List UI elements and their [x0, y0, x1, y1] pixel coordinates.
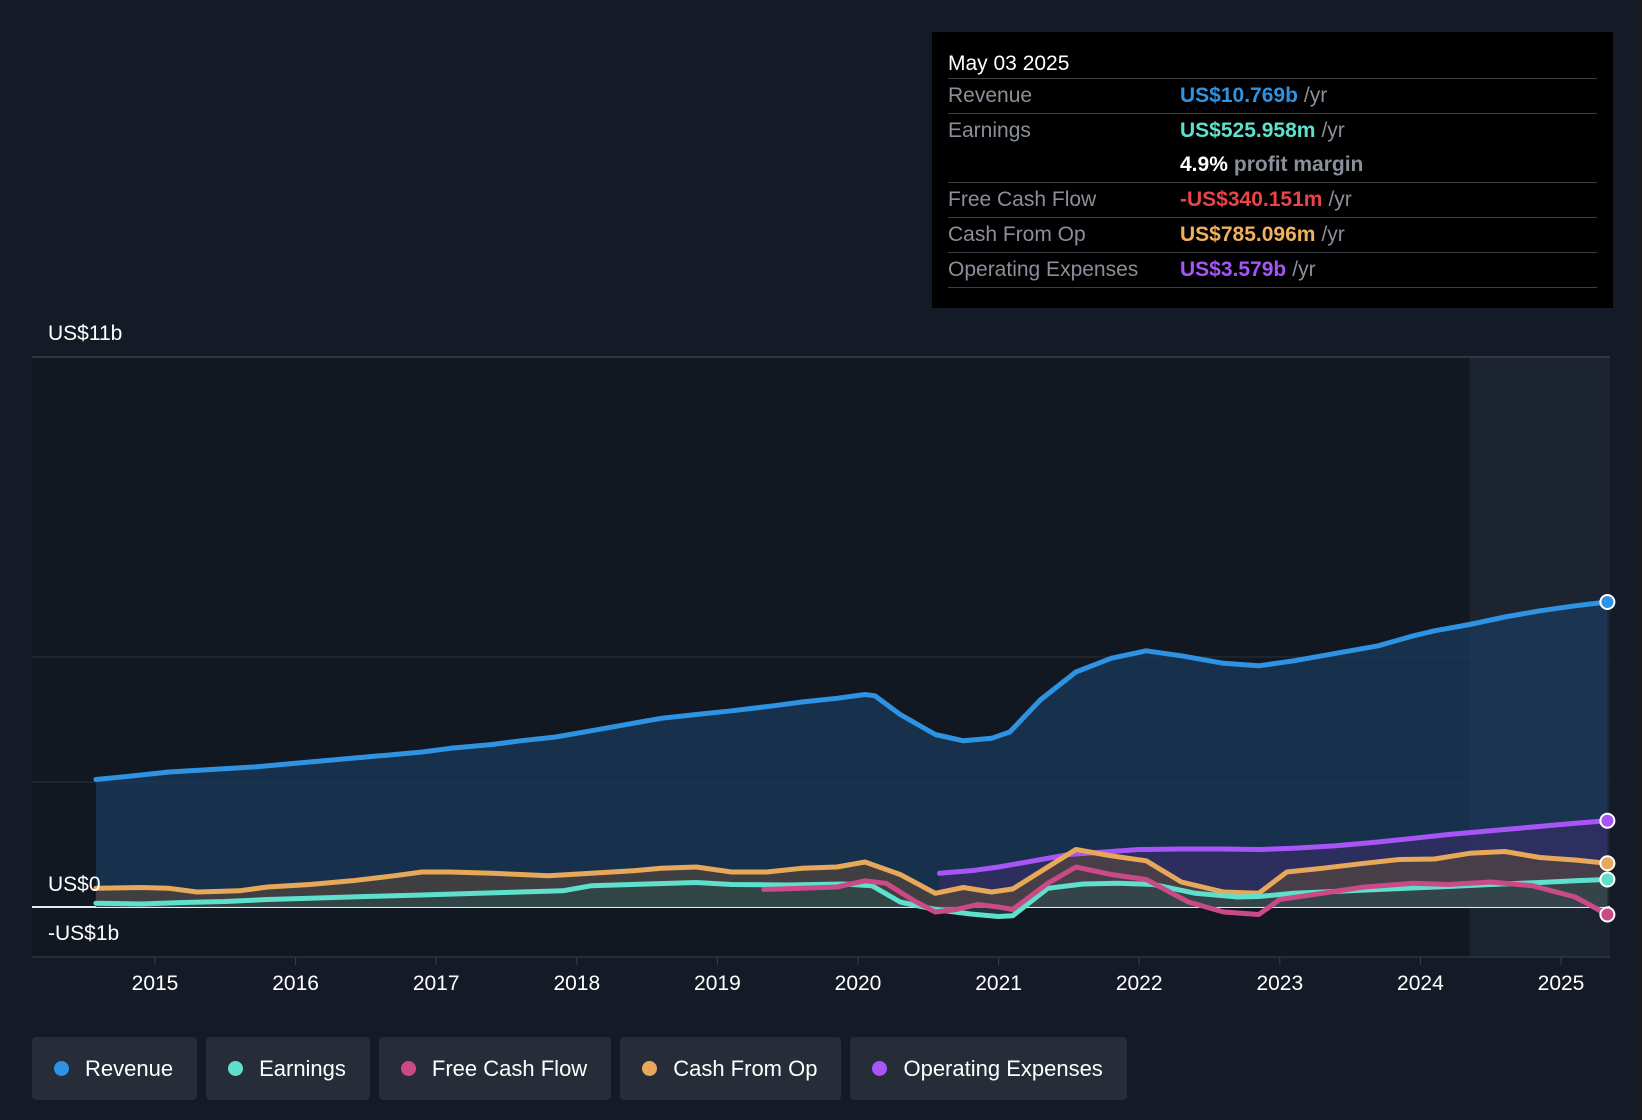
legend-label: Revenue — [85, 1055, 174, 1081]
y-tick-label: -US$1b — [48, 922, 119, 945]
x-tick-label: 2018 — [553, 972, 600, 995]
tooltip-row-operating-expenses: Operating Expenses US$3.579b /yr — [948, 253, 1597, 288]
legend-item-revenue[interactable]: Revenue — [32, 1037, 198, 1100]
tooltip-value: US$3.579b — [1180, 258, 1287, 281]
line-free-cash-flow — [761, 864, 1610, 917]
legend-dot-icon — [642, 1061, 658, 1076]
x-tick-label: 2015 — [132, 972, 179, 995]
series-lines — [93, 599, 1610, 919]
tooltip-unit: /yr — [1328, 188, 1352, 211]
tooltip-value: US$785.096m — [1180, 223, 1316, 246]
x-tick-label: 2023 — [1256, 972, 1303, 995]
tooltip-unit: /yr — [1303, 84, 1328, 107]
tooltip-value: US$10.769b — [1180, 84, 1298, 107]
legend-item-free-cash-flow[interactable]: Free Cash Flow — [378, 1037, 612, 1100]
legend-label: Cash From Op — [673, 1055, 818, 1081]
tooltip-row-cash-from-op: Cash From Op US$785.096m /yr — [948, 218, 1597, 253]
tooltip-label: Cash From Op — [948, 223, 1086, 246]
axis-labels: US$11b US$0 -US$1b 2015 2016 2017 2018 2019 2020… — [48, 322, 1584, 995]
legend-item-operating-expenses[interactable]: Operating Expenses — [850, 1037, 1127, 1100]
x-tick-label: 2024 — [1397, 972, 1444, 995]
series-end-dots — [1599, 594, 1616, 923]
tooltip-unit: /yr — [1321, 223, 1345, 246]
legend-dot-icon — [400, 1061, 416, 1076]
tooltip-unit: /yr — [1292, 258, 1316, 281]
legend-dot-icon — [872, 1061, 888, 1076]
end-dot-earnings — [1599, 871, 1616, 888]
tooltip-value: -US$340.151m — [1180, 188, 1323, 211]
tooltip-label: Earnings — [948, 119, 1031, 142]
line-cash-from-op — [93, 847, 1610, 896]
tooltip-unit: profit margin — [1233, 153, 1364, 176]
legend-label: Earnings — [259, 1055, 346, 1081]
legend-item-cash-from-op[interactable]: Cash From Op — [620, 1037, 842, 1100]
legend-dot-icon — [54, 1061, 69, 1076]
y-tick-label: US$11b — [48, 322, 122, 345]
x-tick-label: 2017 — [413, 972, 460, 995]
x-tick-label: 2022 — [1116, 972, 1163, 995]
tooltip-row-free-cash-flow: Free Cash Flow -US$340.151m /yr — [948, 183, 1597, 218]
end-dot-revenue — [1599, 594, 1616, 610]
tooltip-label: Revenue — [948, 84, 1033, 107]
legend-label: Free Cash Flow — [431, 1055, 588, 1081]
line-operating-expenses — [937, 818, 1610, 876]
chart-legend: Revenue Earnings Free Cash Flow Cash Fro… — [32, 1037, 1127, 1100]
end-dot-cash-from-op — [1599, 855, 1616, 872]
legend-label: Operating Expenses — [903, 1055, 1103, 1081]
y-tick-label: US$0 — [48, 873, 101, 896]
tooltip-date: May 03 2025 — [948, 44, 1597, 79]
tooltip-label: Operating Expenses — [948, 258, 1139, 281]
value-tooltip: May 03 2025 Revenue US$10.769b /yr Earni… — [932, 32, 1613, 308]
legend-dot-icon — [228, 1061, 244, 1076]
tooltip-row-profit-margin: 4.9% profit margin — [948, 148, 1597, 183]
end-dot-operating-expenses — [1599, 812, 1616, 829]
x-tick-label: 2025 — [1538, 972, 1585, 995]
tooltip-value: 4.9% — [1180, 153, 1228, 176]
x-tick-label: 2016 — [272, 972, 319, 995]
x-tick-label: 2019 — [694, 972, 741, 995]
x-tick-label: 2021 — [975, 972, 1022, 995]
area-revenue — [95, 602, 1608, 907]
tooltip-unit: /yr — [1321, 119, 1345, 142]
tooltip-value: US$525.958m — [1180, 119, 1316, 142]
area-earnings — [95, 879, 1608, 917]
tooltip-row-earnings: Earnings US$525.958m /yr — [948, 114, 1597, 148]
legend-item-earnings[interactable]: Earnings — [206, 1037, 370, 1100]
x-tick-label: 2020 — [835, 972, 882, 995]
tooltip-label: Free Cash Flow — [948, 188, 1097, 211]
tooltip-row-revenue: Revenue US$10.769b /yr — [948, 79, 1597, 114]
line-revenue — [93, 599, 1610, 782]
end-dot-free-cash-flow — [1599, 906, 1616, 923]
